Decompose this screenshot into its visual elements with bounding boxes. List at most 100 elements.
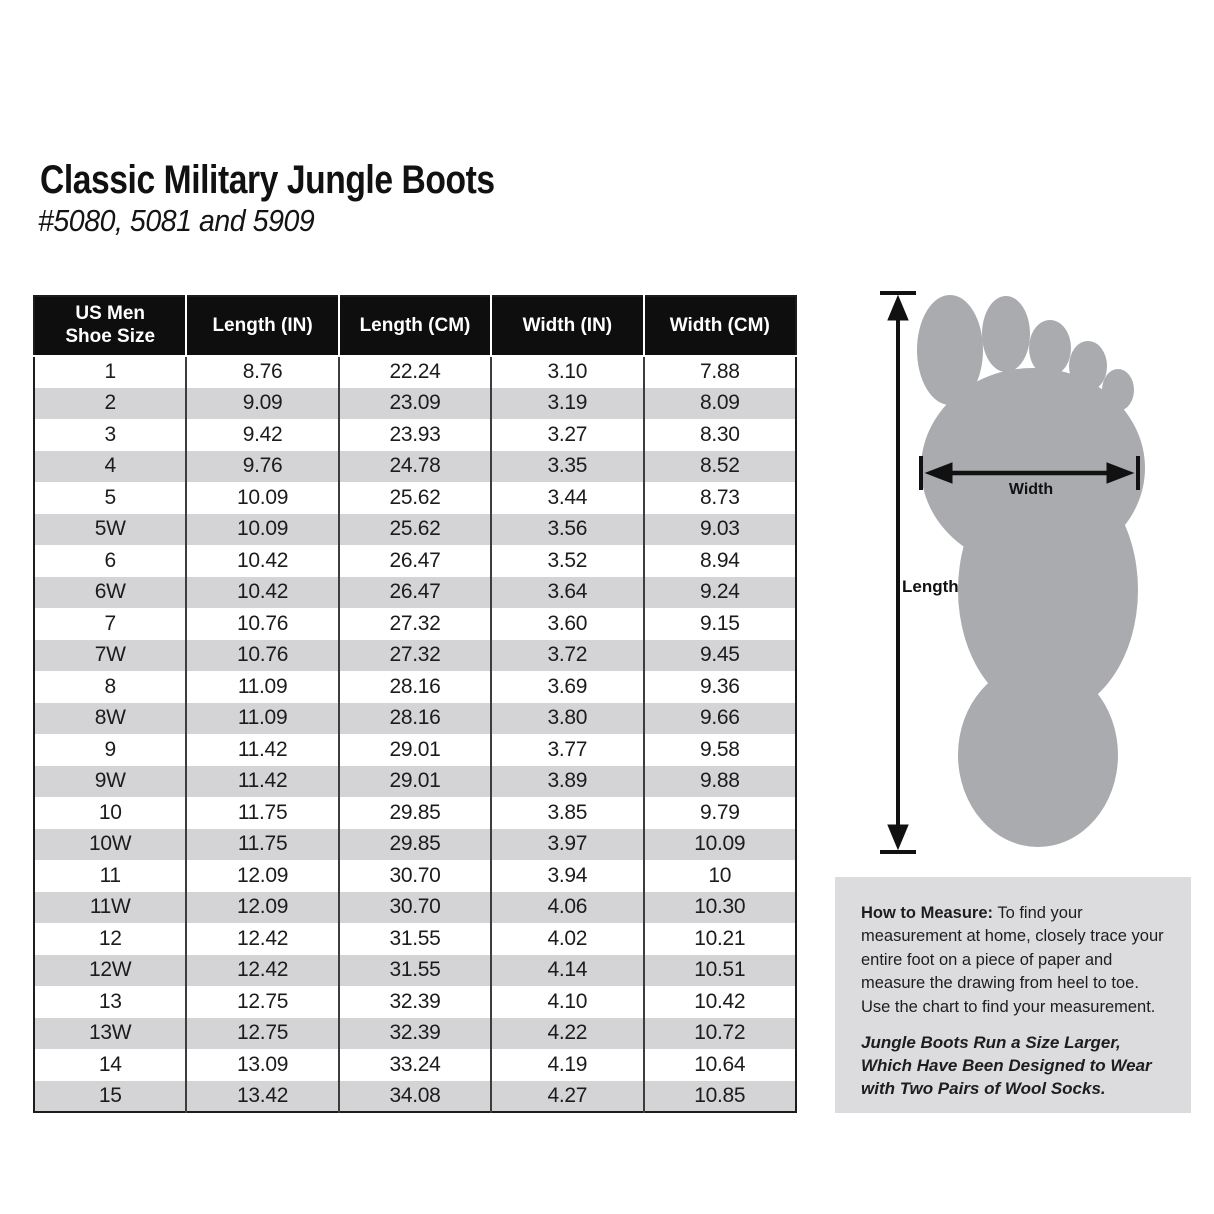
measure-heading: How to Measure:	[861, 904, 994, 922]
cell-shoe-size: 2	[34, 387, 187, 420]
cell-length-cm: 30.70	[337, 891, 492, 924]
cell-length-in: 10.42	[185, 544, 339, 577]
cell-shoe-size: 15	[34, 1080, 187, 1113]
foot-outline-graphic	[880, 291, 1145, 854]
cell-length-in: 12.42	[185, 954, 339, 987]
cell-width-in: 3.60	[490, 607, 644, 640]
header-length-cm: Length (CM)	[337, 296, 492, 357]
cell-width-in: 4.02	[490, 922, 644, 955]
table-row: 9 11.42 29.01 3.77 9.58	[34, 733, 796, 766]
cell-shoe-size: 1	[34, 355, 187, 388]
cell-width-cm: 10.21	[642, 922, 796, 955]
cell-length-in: 9.76	[185, 450, 339, 483]
cell-width-in: 3.35	[490, 450, 644, 483]
header-width-in: Width (IN)	[490, 296, 644, 357]
table-row: 4 9.76 24.78 3.35 8.52	[34, 450, 796, 483]
cell-length-cm: 25.62	[337, 513, 492, 546]
cell-length-cm: 28.16	[337, 702, 492, 735]
header-width-cm: Width (CM)	[642, 296, 796, 357]
cell-length-in: 10.76	[185, 607, 339, 640]
cell-width-cm: 7.88	[642, 355, 796, 388]
cell-width-cm: 10.72	[642, 1017, 796, 1050]
cell-width-cm: 8.09	[642, 387, 796, 420]
cell-shoe-size: 5W	[34, 513, 187, 546]
cell-length-in: 11.09	[185, 702, 339, 735]
header-shoe-size-line1: US Men	[75, 303, 146, 325]
length-arrow	[880, 291, 916, 854]
cell-shoe-size: 8W	[34, 702, 187, 735]
cell-width-cm: 9.66	[642, 702, 796, 735]
cell-shoe-size: 14	[34, 1048, 187, 1081]
cell-shoe-size: 8	[34, 670, 187, 703]
cell-width-in: 4.19	[490, 1048, 644, 1081]
cell-length-in: 9.42	[185, 418, 339, 451]
cell-length-in: 12.42	[185, 922, 339, 955]
table-header: US Men Shoe Size Length (IN) Length (CM)…	[34, 296, 796, 357]
cell-width-cm: 9.24	[642, 576, 796, 609]
cell-width-in: 3.85	[490, 796, 644, 829]
table-row: 7 10.76 27.32 3.60 9.15	[34, 607, 796, 640]
cell-length-in: 11.75	[185, 828, 339, 861]
table-row: 15 13.42 34.08 4.27 10.85	[34, 1080, 796, 1113]
cell-length-cm: 34.08	[337, 1080, 492, 1113]
cell-length-cm: 29.01	[337, 733, 492, 766]
cell-length-cm: 27.32	[337, 639, 492, 672]
cell-width-cm: 9.79	[642, 796, 796, 829]
foot-shape	[917, 295, 1145, 847]
cell-length-cm: 24.78	[337, 450, 492, 483]
width-label: Width	[1008, 481, 1054, 498]
header-row: US Men Shoe Size Length (IN) Length (CM)…	[34, 296, 796, 357]
cell-width-in: 3.94	[490, 859, 644, 892]
cell-length-cm: 27.32	[337, 607, 492, 640]
table-row: 5W 10.09 25.62 3.56 9.03	[34, 513, 796, 546]
cell-width-cm: 10.51	[642, 954, 796, 987]
cell-width-cm: 9.88	[642, 765, 796, 798]
table-row: 2 9.09 23.09 3.19 8.09	[34, 387, 796, 420]
cell-length-cm: 29.85	[337, 796, 492, 829]
foot-measurement-diagram: Width Length	[875, 283, 1165, 858]
cell-length-cm: 31.55	[337, 954, 492, 987]
cell-length-cm: 28.16	[337, 670, 492, 703]
cell-shoe-size: 5	[34, 481, 187, 514]
table-row: 11W 12.09 30.70 4.06 10.30	[34, 891, 796, 924]
cell-length-cm: 29.85	[337, 828, 492, 861]
cell-length-in: 11.09	[185, 670, 339, 703]
cell-width-cm: 9.15	[642, 607, 796, 640]
header-shoe-size-line2: Shoe Size	[65, 326, 156, 347]
cell-length-in: 11.75	[185, 796, 339, 829]
cell-width-in: 3.64	[490, 576, 644, 609]
cell-width-in: 3.10	[490, 355, 644, 388]
header-shoe-size: US Men Shoe Size	[34, 296, 187, 357]
cell-length-in: 13.42	[185, 1080, 339, 1113]
cell-width-cm: 9.03	[642, 513, 796, 546]
cell-length-in: 11.42	[185, 733, 339, 766]
cell-shoe-size: 13	[34, 985, 187, 1018]
table-row: 13 12.75 32.39 4.10 10.42	[34, 985, 796, 1018]
cell-width-in: 4.14	[490, 954, 644, 987]
measure-instructions: How to Measure: To find your measurement…	[861, 902, 1169, 1019]
table-row: 9W 11.42 29.01 3.89 9.88	[34, 765, 796, 798]
cell-width-in: 3.56	[490, 513, 644, 546]
cell-width-in: 4.27	[490, 1080, 644, 1113]
how-to-measure-box: How to Measure: To find your measurement…	[835, 877, 1191, 1113]
table-row: 3 9.42 23.93 3.27 8.30	[34, 418, 796, 451]
cell-shoe-size: 10	[34, 796, 187, 829]
table-row: 6 10.42 26.47 3.52 8.94	[34, 544, 796, 577]
cell-width-in: 3.52	[490, 544, 644, 577]
table-row: 12 12.42 31.55 4.02 10.21	[34, 922, 796, 955]
cell-length-cm: 23.09	[337, 387, 492, 420]
cell-width-cm: 10.42	[642, 985, 796, 1018]
table-row: 11 12.09 30.70 3.94 10	[34, 859, 796, 892]
cell-width-in: 4.10	[490, 985, 644, 1018]
table-row: 13W 12.75 32.39 4.22 10.72	[34, 1017, 796, 1050]
cell-width-in: 4.22	[490, 1017, 644, 1050]
length-label: Length	[902, 577, 959, 596]
cell-length-in: 12.09	[185, 891, 339, 924]
cell-width-cm: 8.73	[642, 481, 796, 514]
cell-length-cm: 33.24	[337, 1048, 492, 1081]
cell-length-cm: 32.39	[337, 1017, 492, 1050]
cell-length-cm: 23.93	[337, 418, 492, 451]
cell-shoe-size: 4	[34, 450, 187, 483]
cell-width-cm: 8.30	[642, 418, 796, 451]
